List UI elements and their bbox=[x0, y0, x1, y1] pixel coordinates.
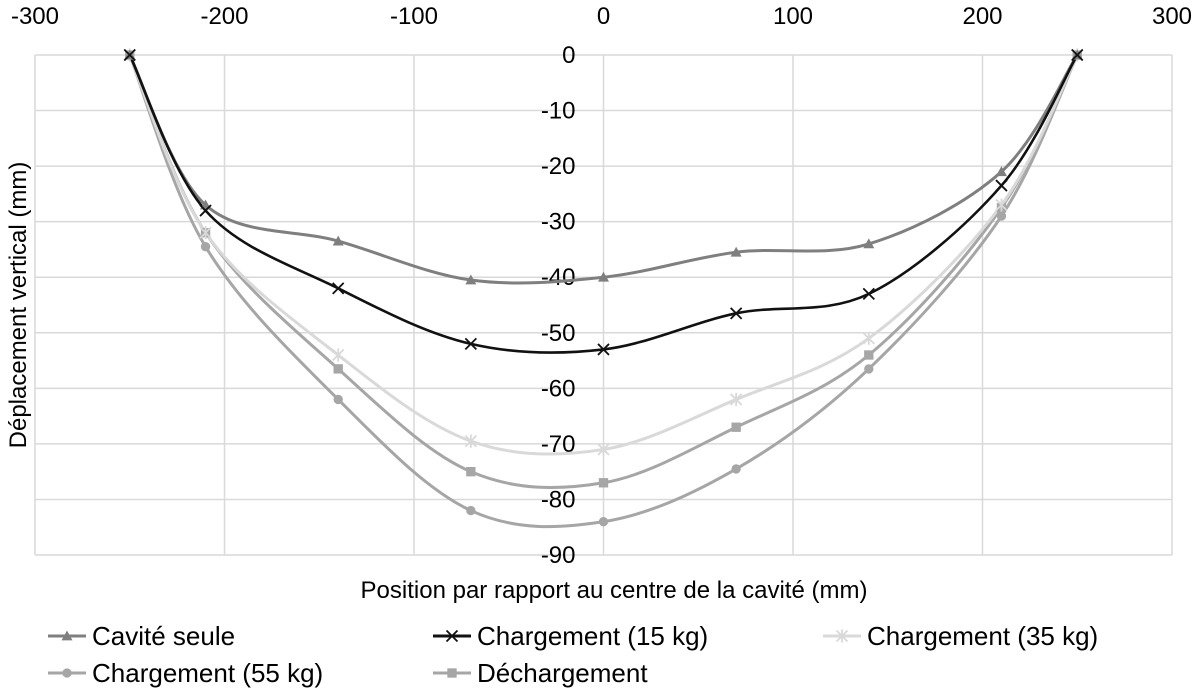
data-point bbox=[864, 350, 874, 360]
data-point bbox=[598, 478, 609, 488]
legend-swatch-marker bbox=[835, 629, 849, 643]
data-point bbox=[730, 307, 743, 320]
legend-item: Déchargement bbox=[433, 658, 648, 688]
data-point bbox=[730, 392, 743, 407]
x-tick-label: -100 bbox=[390, 3, 438, 30]
y-tick-label: -10 bbox=[541, 98, 576, 125]
data-point bbox=[597, 343, 610, 356]
data-point bbox=[730, 246, 742, 257]
data-point bbox=[995, 198, 1008, 212]
data-point bbox=[597, 442, 610, 457]
x-tick-label: -200 bbox=[200, 3, 248, 30]
data-point bbox=[333, 394, 343, 405]
x-tick-label: 300 bbox=[1152, 3, 1192, 30]
legend-swatch-marker bbox=[61, 630, 73, 641]
data-point bbox=[863, 238, 875, 249]
x-tick-labels: -300 -200 -100 0 100 200 300 bbox=[11, 3, 1192, 30]
data-point bbox=[598, 271, 609, 282]
legend-label: Chargement (35 kg) bbox=[867, 621, 1098, 651]
data-point bbox=[332, 235, 344, 246]
y-tick-labels: 0-10-20-30-40-50-60-70-80-90 bbox=[541, 42, 576, 569]
series-markers bbox=[123, 48, 1084, 527]
legend: Cavité seule Chargement (15 kg) Chargement… bbox=[48, 621, 1098, 688]
y-tick-label: -30 bbox=[541, 209, 576, 236]
data-point bbox=[333, 364, 343, 374]
legend-label: Cavité seule bbox=[92, 621, 235, 651]
x-tick-label: -300 bbox=[11, 3, 59, 30]
data-point bbox=[996, 211, 1007, 221]
x-tick-label: 200 bbox=[962, 3, 1002, 30]
data-point bbox=[464, 434, 477, 448]
legend-item: Chargement (35 kg) bbox=[823, 621, 1098, 651]
data-point bbox=[332, 282, 345, 295]
data-point bbox=[731, 464, 741, 474]
x-axis-title: Position par rapport au centre de la cav… bbox=[361, 577, 868, 604]
legend-item: Chargement (55 kg) bbox=[48, 658, 323, 688]
legend-label: Déchargement bbox=[477, 658, 648, 688]
legend-swatch-marker bbox=[62, 668, 72, 678]
data-point bbox=[466, 466, 476, 477]
legend-swatch-marker bbox=[447, 668, 457, 678]
legend-label: Chargement (15 kg) bbox=[477, 621, 708, 651]
y-tick-label: -20 bbox=[541, 153, 576, 180]
data-point bbox=[731, 422, 741, 432]
y-tick-label: -60 bbox=[541, 375, 576, 402]
y-tick-label: -40 bbox=[541, 264, 576, 291]
data-point bbox=[123, 48, 136, 62]
data-point bbox=[995, 166, 1007, 177]
y-tick-label: -90 bbox=[541, 542, 576, 569]
data-point bbox=[995, 179, 1008, 192]
y-tick-label: 0 bbox=[562, 42, 575, 69]
data-point bbox=[1071, 48, 1084, 62]
data-point bbox=[464, 337, 477, 351]
data-point bbox=[862, 331, 875, 345]
x-tick-label: 0 bbox=[597, 3, 610, 30]
legend-item: Chargement (15 kg) bbox=[433, 621, 708, 651]
data-point bbox=[199, 204, 212, 217]
legend-item: Cavité seule bbox=[48, 621, 235, 651]
y-axis-title: Déplacement vertical (mm) bbox=[5, 162, 32, 449]
y-tick-label: -80 bbox=[541, 486, 576, 513]
data-point bbox=[862, 287, 875, 301]
legend-swatch-marker bbox=[445, 629, 459, 643]
x-tick-label: 100 bbox=[773, 3, 813, 30]
data-point bbox=[465, 274, 477, 285]
data-point bbox=[199, 226, 212, 240]
legend-label: Chargement (55 kg) bbox=[92, 658, 323, 688]
y-tick-label: -50 bbox=[541, 320, 576, 347]
data-point bbox=[200, 241, 211, 252]
data-point bbox=[332, 348, 345, 362]
data-point bbox=[466, 505, 476, 516]
data-point bbox=[598, 516, 609, 527]
data-point bbox=[864, 364, 874, 374]
